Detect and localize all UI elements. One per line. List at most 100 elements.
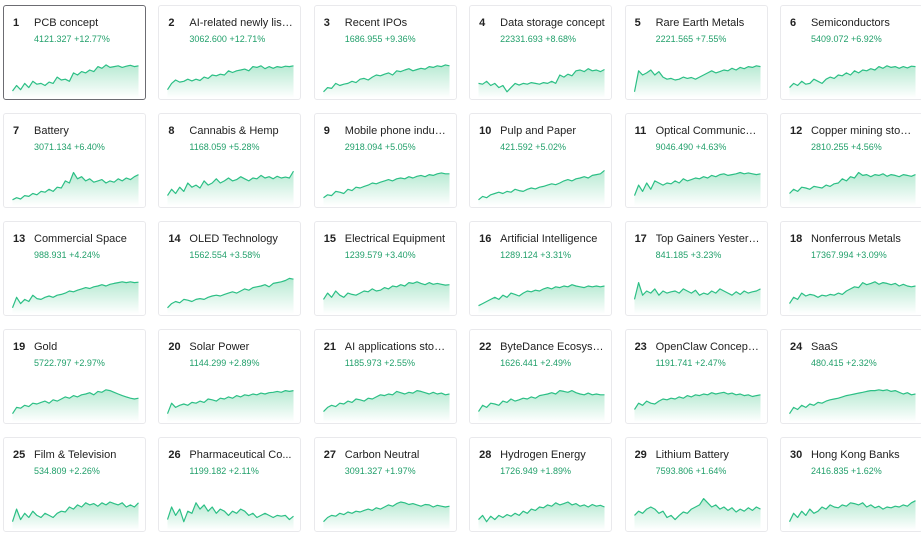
sector-sparkline xyxy=(322,64,450,98)
sector-rank: 2 xyxy=(168,17,175,29)
sector-change: +4.56% xyxy=(851,142,882,152)
sector-price: 1144.299 xyxy=(189,358,227,368)
sector-name: Pulp and Paper xyxy=(500,125,577,137)
sector-card[interactable]: 15 Electrical Equipment 1239.579 +3.40% xyxy=(313,221,457,316)
sector-name: Recent IPOs xyxy=(344,17,408,29)
sector-rank: 10 xyxy=(479,125,492,137)
sector-card[interactable]: 16 Artificial Intelligence 1289.124 +3.31% xyxy=(469,221,613,316)
sparkline-area xyxy=(12,502,139,530)
sector-rank: 17 xyxy=(634,233,647,245)
sector-card[interactable]: 26 Pharmaceutical Co... 1199.182 +2.11% xyxy=(158,437,302,532)
sector-stats: 1199.182 +2.11% xyxy=(189,466,259,476)
sector-name: Gold xyxy=(34,341,58,353)
sector-change: +2.47% xyxy=(694,358,726,368)
sector-card[interactable]: 27 Carbon Neutral 3091.327 +1.97% xyxy=(313,437,457,532)
sector-card[interactable]: 20 Solar Power 1144.299 +2.89% xyxy=(158,329,302,424)
sector-card[interactable]: 10 Pulp and Paper 421.592 +5.02% xyxy=(469,113,613,208)
sector-change: +5.28% xyxy=(228,142,260,152)
sector-price: 1726.949 xyxy=(500,466,538,476)
sector-card[interactable]: 14 OLED Technology 1562.554 +3.58% xyxy=(158,221,302,316)
sector-card[interactable]: 2 AI-related newly liste... 3062.600 +12.7… xyxy=(158,5,302,100)
sector-sparkline xyxy=(322,281,450,314)
sector-sparkline xyxy=(322,172,450,206)
sparkline-area xyxy=(634,392,761,422)
sparkline-line xyxy=(12,281,139,309)
sparkline-line xyxy=(322,64,450,93)
sector-card[interactable]: 12 Copper mining stocks 2810.255 +4.56% xyxy=(779,113,921,208)
sector-card[interactable]: 4 Data storage concept 22331.693 +8.68% xyxy=(469,5,613,100)
sparkline-area xyxy=(167,278,294,314)
sector-card[interactable]: 9 Mobile phone industr... 2918.094 +5.05% xyxy=(313,113,457,208)
sector-card[interactable]: 29 Lithium Battery 7593.806 +1.64% xyxy=(624,437,768,532)
sector-card[interactable]: 3 Recent IPOs 1686.955 +9.36% xyxy=(313,5,457,100)
sector-change: +4.24% xyxy=(69,250,100,260)
sector-card[interactable]: 13 Commercial Space 988.931 +4.24% xyxy=(3,221,146,316)
sector-stats: 3071.134 +6.40% xyxy=(34,142,105,152)
sector-card[interactable]: 17 Top Gainers Yesterda... 841.185 +3.23% xyxy=(624,221,768,316)
sector-name: Semiconductors xyxy=(810,17,890,29)
sector-change: +8.68% xyxy=(545,34,577,44)
sector-price: 1239.579 xyxy=(344,250,383,260)
sparkline-area xyxy=(323,172,450,206)
sector-stats: 22331.693 +8.68% xyxy=(500,34,576,44)
sector-card[interactable]: 25 Film & Television 534.809 +2.26% xyxy=(3,437,146,532)
sector-rank: 21 xyxy=(323,341,337,353)
sector-price: 2918.094 xyxy=(344,142,383,152)
sparkline-area xyxy=(478,502,605,530)
sector-stats: 5409.072 +6.92% xyxy=(811,34,882,44)
sector-change: +6.92% xyxy=(851,34,882,44)
sector-rank: 11 xyxy=(634,125,647,137)
sector-price: 421.592 xyxy=(500,142,533,152)
sector-price: 534.809 xyxy=(34,466,67,476)
sector-card[interactable]: 8 Cannabis & Hemp 1168.059 +5.28% xyxy=(158,113,302,208)
sparkline-line xyxy=(167,277,295,309)
sparkline-area xyxy=(634,172,761,206)
sector-name: AI-related newly liste... xyxy=(189,17,295,29)
sector-card[interactable]: 5 Rare Earth Metals 2221.565 +7.55% xyxy=(624,5,768,100)
sector-card[interactable]: 22 ByteDance Ecosystem 1626.441 +2.49% xyxy=(469,329,613,424)
sector-rank: 15 xyxy=(323,233,337,245)
sector-stats: 841.185 +3.23% xyxy=(656,250,722,260)
sector-card[interactable]: 6 Semiconductors 5409.072 +6.92% xyxy=(779,5,921,100)
sparkline-area xyxy=(634,282,761,314)
sparkline-area xyxy=(167,171,294,206)
sector-rank: 7 xyxy=(13,125,20,137)
sector-card[interactable]: 18 Nonferrous Metals 17367.994 +3.09% xyxy=(779,221,921,316)
sector-card[interactable]: 21 AI applications stocks 1185.973 +2.55% xyxy=(313,329,457,424)
sector-stats: 17367.994 +3.09% xyxy=(811,250,887,260)
sector-stats: 9046.490 +4.63% xyxy=(656,142,727,152)
sector-card[interactable]: 1 PCB concept 4121.327 +12.77% xyxy=(3,5,146,100)
sector-card[interactable]: 11 Optical Communicatio... 9046.490 +4.63% xyxy=(624,113,768,208)
sparkline-line xyxy=(789,171,916,194)
sector-stats: 2416.835 +1.62% xyxy=(811,466,882,476)
sector-price: 1199.182 xyxy=(189,466,227,476)
sparkline-line xyxy=(789,65,916,89)
sector-card[interactable]: 28 Hydrogen Energy 1726.949 +1.89% xyxy=(469,437,613,532)
sector-card[interactable]: 24 SaaS 480.415 +2.32% xyxy=(779,329,921,424)
sector-name: Film & Television xyxy=(34,449,117,461)
sector-change: +2.26% xyxy=(69,466,100,476)
sector-stats: 480.415 +2.32% xyxy=(811,358,877,368)
sector-sparkline xyxy=(789,65,916,98)
sparkline-line xyxy=(322,281,450,300)
sector-price: 1626.441 xyxy=(500,358,538,368)
sparkline-area xyxy=(12,64,139,98)
sector-rank: 23 xyxy=(634,341,647,353)
sector-change: +1.89% xyxy=(540,466,572,476)
sector-card[interactable]: 7 Battery 3071.134 +6.40% xyxy=(3,113,146,208)
sector-card[interactable]: 23 OpenClaw Concept S... 1191.741 +2.47% xyxy=(624,329,768,424)
sparkline-line xyxy=(788,500,916,522)
sector-stats: 1168.059 +5.28% xyxy=(189,142,259,152)
sector-rank: 12 xyxy=(789,125,803,137)
sector-sparkline xyxy=(12,64,139,98)
sector-card[interactable]: 30 Hong Kong Banks 2416.835 +1.62% xyxy=(779,437,921,532)
sector-card[interactable]: 19 Gold 5722.797 +2.97% xyxy=(3,329,146,424)
sector-name: Solar Power xyxy=(189,341,250,353)
sector-change: +2.55% xyxy=(384,358,415,368)
sector-change: +3.58% xyxy=(229,250,261,260)
sector-rank: 18 xyxy=(789,233,803,245)
sector-name: Nonferrous Metals xyxy=(810,233,901,245)
sector-change: +12.77% xyxy=(74,34,110,44)
sparkline-area xyxy=(167,502,294,530)
sparkline-line xyxy=(478,169,606,201)
